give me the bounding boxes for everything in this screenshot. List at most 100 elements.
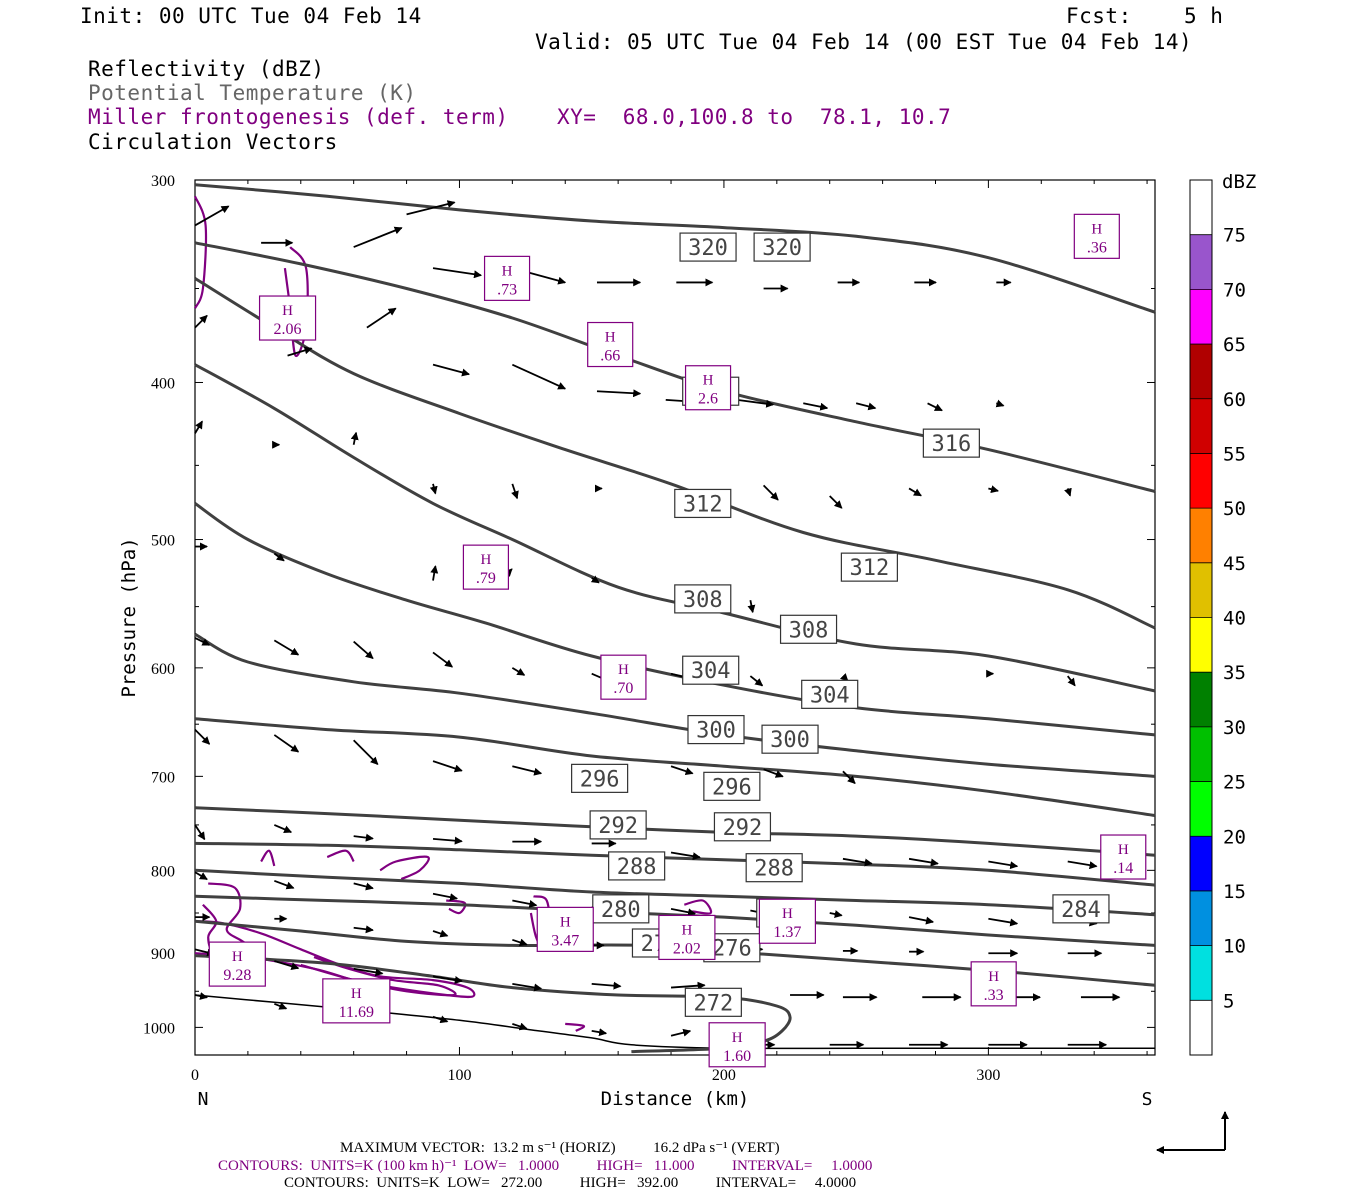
circulation-vector bbox=[908, 857, 939, 867]
circulation-vector bbox=[988, 917, 1019, 927]
isentrope-280 bbox=[194, 894, 1156, 947]
frontogenesis-max-value: 1.37 bbox=[773, 924, 801, 941]
circulation-vector bbox=[194, 637, 211, 646]
circulation-vector bbox=[591, 1028, 608, 1037]
isentrope-label-box bbox=[571, 763, 629, 793]
frontogenesis-contour-note: CONTOURS: UNITS=K (100 km h)⁻¹ LOW= 1.00… bbox=[218, 1158, 873, 1174]
circulation-vector bbox=[432, 1015, 449, 1024]
circulation-vector bbox=[842, 770, 856, 785]
isentrope-label: 308 bbox=[789, 618, 829, 643]
circulation-vector bbox=[432, 892, 458, 902]
colorbar-segment bbox=[1190, 453, 1212, 509]
frontogenesis-max-value: .66 bbox=[600, 348, 620, 365]
isentrope-label-box bbox=[761, 724, 819, 754]
circulation-vector bbox=[274, 1002, 288, 1010]
circulation-vector bbox=[353, 226, 403, 248]
circulation-vector bbox=[927, 402, 943, 412]
colorbar-segment bbox=[1190, 890, 1212, 946]
circulation-vector bbox=[353, 925, 374, 934]
frontogenesis-contour bbox=[193, 195, 208, 309]
frontogenesis-max-box bbox=[1073, 213, 1120, 259]
south-end-label: S bbox=[1142, 1089, 1153, 1110]
y-tick-label: 600 bbox=[151, 661, 175, 678]
legend-potential-temperature: Potential Temperature (K) bbox=[88, 81, 417, 105]
frontogenesis-contour bbox=[379, 855, 430, 881]
colorbar-label: 75 bbox=[1223, 225, 1246, 247]
circulation-vector bbox=[273, 639, 300, 656]
circulation-vector bbox=[1067, 860, 1098, 870]
colorbar-segment bbox=[1190, 398, 1212, 454]
isentrope-label: 288 bbox=[617, 855, 657, 880]
cross-section-endpoints: XY= 68.0,100.8 to 78.1, 10.7 bbox=[557, 105, 952, 129]
frontogenesis-max-label: H bbox=[282, 303, 293, 319]
colorbar-label: 15 bbox=[1223, 881, 1246, 903]
frontogenesis-max-value: 9.28 bbox=[223, 967, 251, 984]
circulation-vector bbox=[803, 402, 829, 411]
forecast-label: Fcst: bbox=[1066, 4, 1132, 28]
colorbar-segment bbox=[1190, 289, 1212, 345]
circulation-vector bbox=[596, 389, 642, 398]
isentrope-label-box bbox=[674, 584, 732, 614]
frontogenesis-max-value: .73 bbox=[497, 281, 517, 298]
isentrope-304 bbox=[194, 502, 1156, 737]
colorbar-label: 55 bbox=[1223, 443, 1246, 465]
x-tick-label: 200 bbox=[712, 1067, 736, 1084]
frontogenesis-max-value: .70 bbox=[613, 680, 633, 697]
circulation-vector bbox=[432, 267, 483, 279]
circulation-vector bbox=[366, 307, 397, 329]
north-end-label: N bbox=[198, 1089, 209, 1110]
colorbar-segment bbox=[1190, 836, 1212, 891]
circulation-vector bbox=[829, 495, 843, 509]
isentrope-label-box bbox=[674, 488, 732, 519]
forecast-hour: 5 h bbox=[1184, 4, 1224, 28]
circulation-vector bbox=[855, 402, 877, 411]
colorbar-segment bbox=[1190, 945, 1212, 1001]
frontogenesis-max-value: .79 bbox=[476, 570, 496, 587]
x-tick-label: 300 bbox=[976, 1067, 1000, 1084]
circulation-vector bbox=[274, 879, 295, 890]
colorbar-label: 5 bbox=[1223, 990, 1234, 1012]
isentrope-label-box bbox=[745, 853, 803, 883]
frontogenesis-max-box bbox=[536, 906, 594, 952]
circulation-vector bbox=[406, 200, 456, 216]
frontogenesis-max-label: H bbox=[988, 969, 999, 985]
circulation-vector bbox=[273, 824, 293, 834]
init-time: Init: 00 UTC Tue 04 Feb 14 bbox=[80, 4, 422, 28]
legend-frontogenesis: Miller frontogenesis (def. term) bbox=[88, 105, 509, 129]
isentrope-label: 300 bbox=[770, 728, 810, 753]
valid-time: Valid: 05 UTC Tue 04 Feb 14 (00 EST Tue … bbox=[535, 30, 1193, 54]
colorbar-segment bbox=[1190, 672, 1212, 727]
frontogenesis-contour bbox=[326, 849, 355, 863]
colorbar-label: 25 bbox=[1223, 772, 1246, 794]
plot-frame bbox=[194, 179, 1156, 1056]
legend-reflectivity: Reflectivity (dBZ) bbox=[88, 57, 325, 81]
colorbar-segment bbox=[1190, 234, 1212, 290]
circulation-vector bbox=[670, 981, 706, 990]
frontogenesis-max-box bbox=[658, 914, 716, 961]
circulation-vector bbox=[747, 600, 756, 614]
circulation-vector bbox=[670, 765, 694, 776]
frontogenesis-max-box bbox=[483, 255, 531, 301]
isentrope-label: 292 bbox=[723, 816, 763, 841]
isentrope-label: 312 bbox=[850, 556, 890, 581]
frontogenesis-max-label: H bbox=[605, 330, 616, 346]
circulation-vector bbox=[512, 938, 528, 947]
circulation-vector bbox=[511, 483, 519, 500]
isentrope-label-box bbox=[1052, 894, 1110, 924]
y-axis-title: Pressure (hPa) bbox=[118, 537, 140, 697]
circulation-vector bbox=[194, 992, 208, 1000]
x-tick-label: 100 bbox=[447, 1067, 471, 1084]
colorbar-label: 30 bbox=[1223, 717, 1246, 739]
circulation-vector bbox=[995, 399, 1005, 408]
frontogenesis-max-value: 11.69 bbox=[339, 1004, 374, 1021]
isentrope-label: 276 bbox=[712, 937, 752, 962]
frontogenesis-max-box bbox=[462, 544, 510, 590]
frontogenesis-max-label: H bbox=[703, 373, 714, 389]
x-axis-title: Distance (km) bbox=[601, 1088, 750, 1110]
circulation-vector bbox=[194, 420, 203, 434]
isentrope-label: 320 bbox=[688, 236, 728, 261]
y-tick-label: 400 bbox=[151, 375, 175, 392]
isentrope-296 bbox=[194, 717, 1156, 817]
isentrope-label-box bbox=[687, 714, 745, 745]
isentrope-292 bbox=[194, 806, 1156, 857]
